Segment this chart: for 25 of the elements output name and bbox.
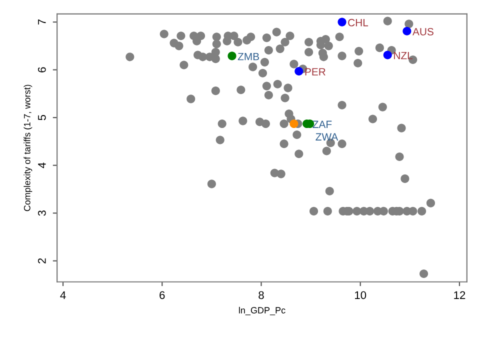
y-tick-label: 3 [38, 210, 46, 216]
point [228, 52, 236, 60]
data-label: ZMB [238, 52, 259, 60]
point [383, 50, 392, 60]
x-tick-label: 6 [160, 291, 165, 300]
data-label: NZL [394, 52, 413, 60]
x-tick-label: 4 [60, 291, 66, 299]
y-axis-title: Complexity of tariffs (1-7, worst) [24, 84, 32, 212]
y-tick-label: 2 [38, 258, 46, 264]
point [338, 18, 346, 26]
x-axis-title: ln_GDP_Pc [239, 306, 286, 316]
point [290, 120, 298, 128]
y-tick-label: 4 [38, 162, 46, 168]
y-tick-label: 7 [38, 20, 46, 25]
data-label: AUS [412, 28, 434, 36]
data-label: ZWA [316, 133, 338, 140]
point [294, 66, 304, 76]
y-tick-label: 6 [38, 67, 46, 72]
x-tick-label: 12 [454, 291, 466, 299]
data-label: CHL [348, 18, 368, 26]
data-label: PER [305, 68, 326, 76]
point [402, 26, 412, 36]
x-tick-label: 10 [355, 291, 366, 300]
y-tick-label: 5 [38, 114, 46, 120]
x-tick-label: 8 [258, 291, 264, 300]
